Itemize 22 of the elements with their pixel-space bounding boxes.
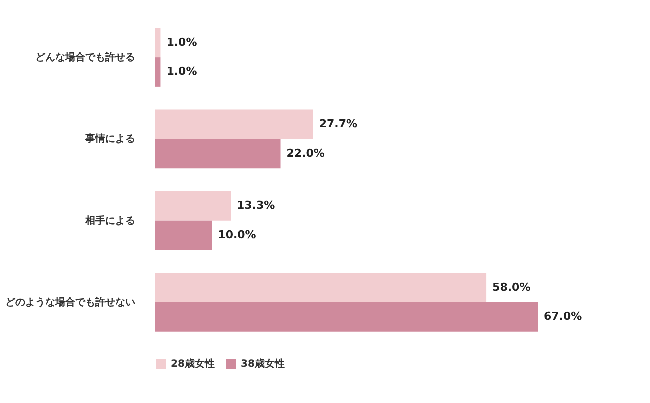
data-label: 1.0% [166, 36, 198, 49]
data-label: 13.3% [237, 199, 276, 212]
bar [155, 220, 212, 250]
y-tick-label: どんな場合でも許せる [36, 52, 136, 64]
legend-label: 28歳女性 [171, 358, 215, 370]
bar [155, 110, 314, 140]
bar [155, 302, 538, 332]
data-label: 1.0% [166, 65, 198, 78]
data-label: 10.0% [218, 228, 256, 242]
y-tick-label: どのような場合でも許せない [6, 296, 136, 308]
bar [155, 191, 232, 221]
bar [155, 58, 161, 87]
y-tick-label: 相手による [84, 214, 136, 227]
data-label: 27.7% [319, 117, 358, 130]
y-tick-label: 事情による [84, 133, 136, 146]
bar [155, 139, 281, 169]
legend-label: 38歳女性 [241, 358, 285, 370]
bar [155, 273, 487, 302]
data-label: 22.0% [286, 146, 325, 160]
bar [155, 28, 161, 58]
data-label: 58.0% [492, 280, 531, 294]
data-label: 67.0% [544, 310, 582, 324]
